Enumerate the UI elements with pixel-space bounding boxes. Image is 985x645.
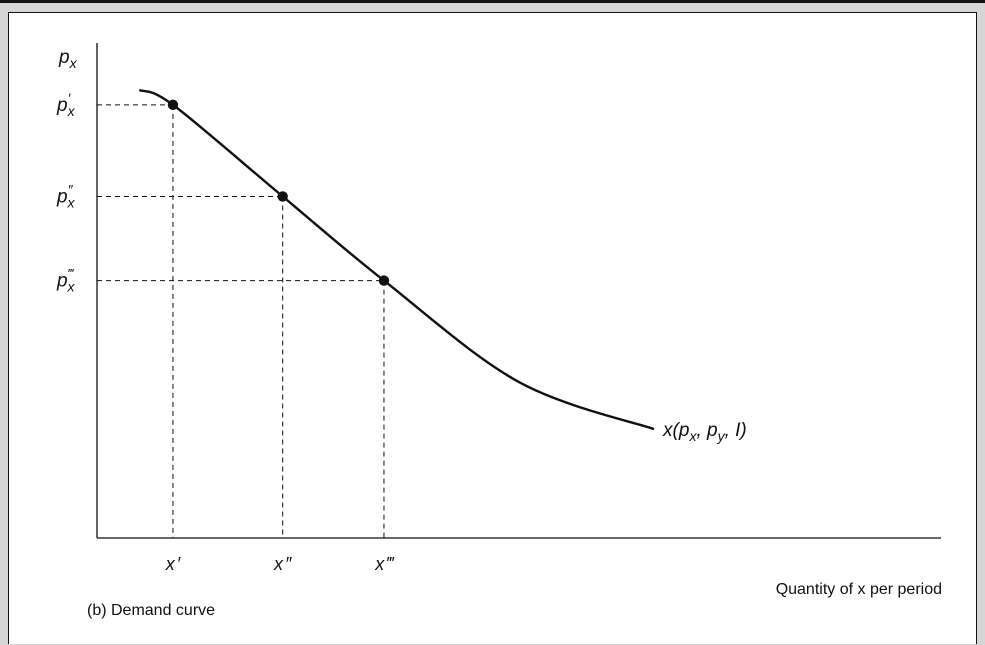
series-label: x(px, py, I) [662, 420, 747, 444]
chart-caption: (b) Demand curve [87, 602, 215, 619]
x-tick-label-1: x ′ [165, 554, 181, 574]
chart-panel: px Quantity of x per period (b) Demand c… [8, 12, 977, 644]
point-3 [378, 275, 390, 286]
x-axis-label: Quantity of x per period [776, 581, 942, 598]
chart-labels: px Quantity of x per period (b) Demand c… [56, 47, 942, 619]
point-1 [167, 99, 179, 111]
demand-curve-chart: px Quantity of x per period (b) Demand c… [56, 43, 942, 619]
axes [96, 43, 941, 539]
y-tick-label-2: p″ x [56, 181, 76, 210]
x-tick-label-3: x ‴ [374, 554, 395, 574]
y-tick-label-3: p‴ x [56, 266, 76, 295]
y-tick-label-1: p′ x [56, 90, 76, 119]
dashed-guides [97, 104, 385, 538]
demand-curve-line [138, 88, 655, 431]
x-tick-label-2: x ″ [273, 554, 292, 574]
curve-points [167, 99, 390, 286]
point-2 [277, 191, 288, 202]
y-axis-label: px [58, 47, 78, 71]
